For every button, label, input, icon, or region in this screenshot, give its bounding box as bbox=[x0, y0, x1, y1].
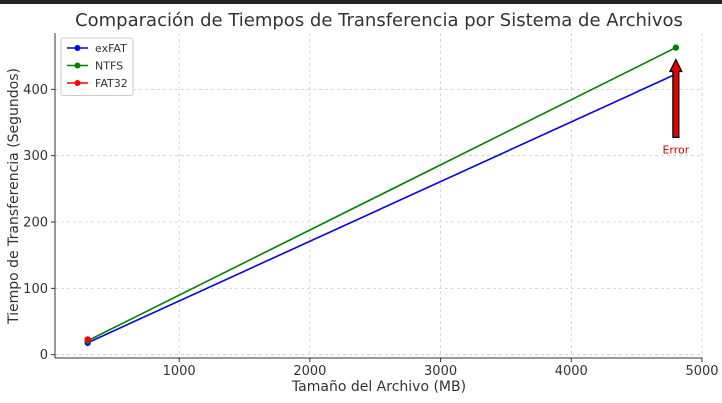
axes: 1000 2000 3000 4000 5000 0 100 200 300 400 bbox=[23, 33, 719, 379]
x-tick-label-2000: 2000 bbox=[293, 364, 326, 379]
y-tick-label-400: 400 bbox=[23, 83, 48, 98]
series-point-fat32-0 bbox=[84, 336, 91, 343]
x-tick-label-5000: 5000 bbox=[685, 364, 718, 379]
annotation-label: Error bbox=[662, 143, 689, 156]
y-tick-label-100: 100 bbox=[23, 282, 48, 297]
series-point-ntfs-1 bbox=[672, 44, 680, 51]
series-layer bbox=[84, 44, 680, 346]
x-axis-title: Tamaño del Archivo (MB) bbox=[291, 379, 466, 395]
x-tick-label-4000: 4000 bbox=[555, 364, 588, 379]
y-tick-label-0: 0 bbox=[40, 348, 48, 363]
top-border bbox=[0, 0, 722, 4]
y-tick-label-300: 300 bbox=[23, 149, 48, 164]
x-tick-label-1000: 1000 bbox=[163, 364, 196, 379]
y-tick-label-200: 200 bbox=[23, 216, 48, 231]
legend: exFAT NTFS FAT32 bbox=[60, 37, 134, 96]
legend-label-ntfs: NTFS bbox=[95, 60, 123, 73]
legend-marker-fat32 bbox=[74, 80, 81, 86]
error-arrow bbox=[668, 58, 683, 138]
chart-title: Comparación de Tiempos de Transferencia … bbox=[75, 10, 683, 31]
legend-label-exfat: exFAT bbox=[95, 42, 127, 55]
series-line-ntfs bbox=[87, 46, 677, 342]
annotation-layer: Error bbox=[662, 58, 690, 156]
y-axis-title: Tiempo de Transferencia (Segundos) bbox=[6, 68, 22, 325]
x-tick-label-3000: 3000 bbox=[424, 364, 457, 379]
legend-label-fat32: FAT32 bbox=[95, 77, 128, 90]
legend-marker-exfat bbox=[74, 45, 81, 51]
legend-marker-ntfs bbox=[74, 62, 81, 69]
series-line-exfat bbox=[87, 73, 677, 344]
grid bbox=[55, 33, 703, 358]
